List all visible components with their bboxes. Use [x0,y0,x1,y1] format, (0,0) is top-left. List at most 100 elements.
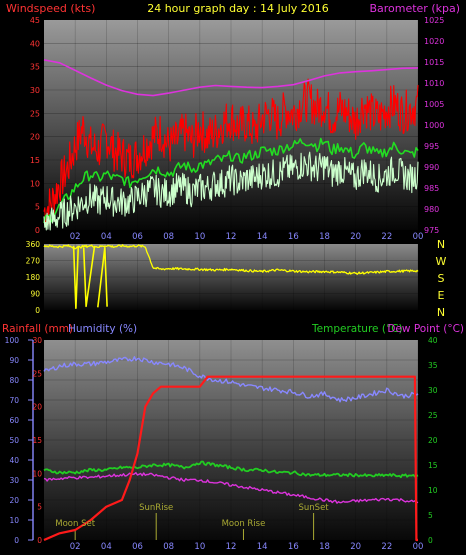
event-marker-label: Moon Set [55,519,95,529]
direction-tick-label: 180 [26,273,41,282]
rainfall-series-line [43,375,418,542]
time-tick-label: 00 [413,232,424,242]
dew-series-line [43,472,419,504]
time-tick-label: 12 [226,232,237,242]
time-tick-label: 18 [319,542,330,552]
barometer-tick-label: 980 [424,205,439,214]
direction-tick-label: 270 [26,257,41,266]
rainfall-axis-title: Rainfall (mm) [2,323,73,335]
temperature-tick-label: 25 [428,411,438,420]
rainfall-tick-label: 30 [32,336,42,345]
time-tick-label: 06 [132,542,143,552]
time-tick-label: 16 [288,232,299,242]
windspeed-tick-label: 15 [30,156,40,165]
humidity-tick-label: 10 [9,516,19,525]
temperature-tick-label: 10 [428,486,438,495]
dew-point-axis-title: Dew Point (°C) [387,323,464,335]
barometer-tick-label: 1020 [424,37,444,46]
humidity-tick-label: 0 [14,536,19,545]
time-tick-label: 12 [226,542,237,552]
windspeed-tick-label: 20 [30,133,40,142]
direction-tick-label: 360 [26,240,41,249]
rainfall-tick-label: 15 [32,436,42,445]
time-tick-label: 10 [194,232,205,242]
time-tick-label: 00 [413,542,424,552]
temperature-tick-label: 5 [428,511,433,520]
barometer-tick-label: 995 [424,142,439,151]
wind-direction-series-line [43,244,419,275]
barometer-axis-title: Barometer (kpa) [369,2,460,15]
temperature-tick-label: 0 [428,536,433,545]
time-tick-label: 02 [70,232,81,242]
event-marker-label: SunRise [139,503,173,513]
time-tick-label: 14 [257,232,268,242]
temperature-axis-title: Temperature (°C) [311,323,403,335]
temperature-tick-label: 35 [428,361,438,370]
time-tick-label: 16 [288,542,299,552]
windspeed-tick-label: 45 [30,16,40,25]
windspeed-tick-label: 30 [30,86,40,95]
temperature-tick-label: 15 [428,461,438,470]
time-tick-label: 02 [70,542,81,552]
humidity-tick-label: 60 [9,416,19,425]
windspeed-tick-label: 35 [30,63,40,72]
wind-gust-series-line [43,78,419,227]
compass-direction-label: N [437,238,445,251]
wind-speed-series-line [43,151,419,231]
time-tick-label: 10 [194,542,205,552]
windspeed-tick-label: 0 [35,226,40,235]
time-tick-label: 14 [257,542,268,552]
direction-tick-label: 0 [35,306,40,315]
event-marker-label: SunSet [299,503,330,513]
barometer-tick-label: 975 [424,226,439,235]
series-layer [43,59,419,542]
time-tick-label: 18 [319,232,330,242]
event-marker-label: Moon Rise [222,519,266,529]
barometer-tick-label: 1025 [424,16,444,25]
time-tick-label: 22 [381,232,392,242]
time-tick-label: 22 [381,542,392,552]
windspeed-tick-label: 25 [30,109,40,118]
barometer-tick-label: 1005 [424,100,444,109]
windspeed-tick-label: 40 [30,39,40,48]
barometer-tick-label: 985 [424,184,439,193]
barometer-tick-label: 1000 [424,121,444,130]
temperature-tick-label: 20 [428,436,438,445]
compass-direction-label: N [437,306,445,319]
rainfall-tick-label: 25 [32,369,42,378]
wind-avg-series-line [43,137,419,224]
barometer-series-line [43,59,419,97]
rainfall-tick-label: 10 [32,469,42,478]
time-tick-label: 08 [163,232,174,242]
compass-direction-label: E [438,289,445,302]
rainfall-tick-label: 5 [37,503,42,512]
windspeed-axis-title: Windspeed (kts) [6,2,95,15]
time-tick-label: 08 [163,542,174,552]
temperature-tick-label: 40 [428,336,438,345]
humidity-tick-label: 80 [9,376,19,385]
humidity-axis-title: Humidity (%) [68,323,137,335]
graph-date-title: 24 hour graph day : 14 July 2016 [147,2,329,15]
humidity-tick-label: 90 [9,356,19,365]
humidity-tick-label: 50 [9,436,19,445]
time-tick-label: 06 [132,232,143,242]
humidity-tick-label: 40 [9,456,19,465]
wind-direction-dip-line [82,245,96,308]
time-tick-label: 20 [350,542,361,552]
humidity-series-line [43,356,419,403]
tick-layer: 0510152025303540459759809859909951000100… [5,16,447,552]
barometer-tick-label: 1010 [424,79,444,88]
windspeed-tick-label: 10 [30,179,40,188]
humidity-tick-label: 20 [9,496,19,505]
direction-tick-label: 90 [30,290,40,299]
compass-direction-label: S [438,272,445,285]
time-tick-label: 04 [101,542,112,552]
time-tick-label: 04 [101,232,112,242]
time-tick-label: 20 [350,232,361,242]
humidity-tick-label: 30 [9,476,19,485]
barometer-tick-label: 1015 [424,58,444,67]
compass-direction-label: W [436,255,447,268]
rainfall-tick-label: 20 [32,403,42,412]
humidity-tick-label: 100 [5,336,20,345]
